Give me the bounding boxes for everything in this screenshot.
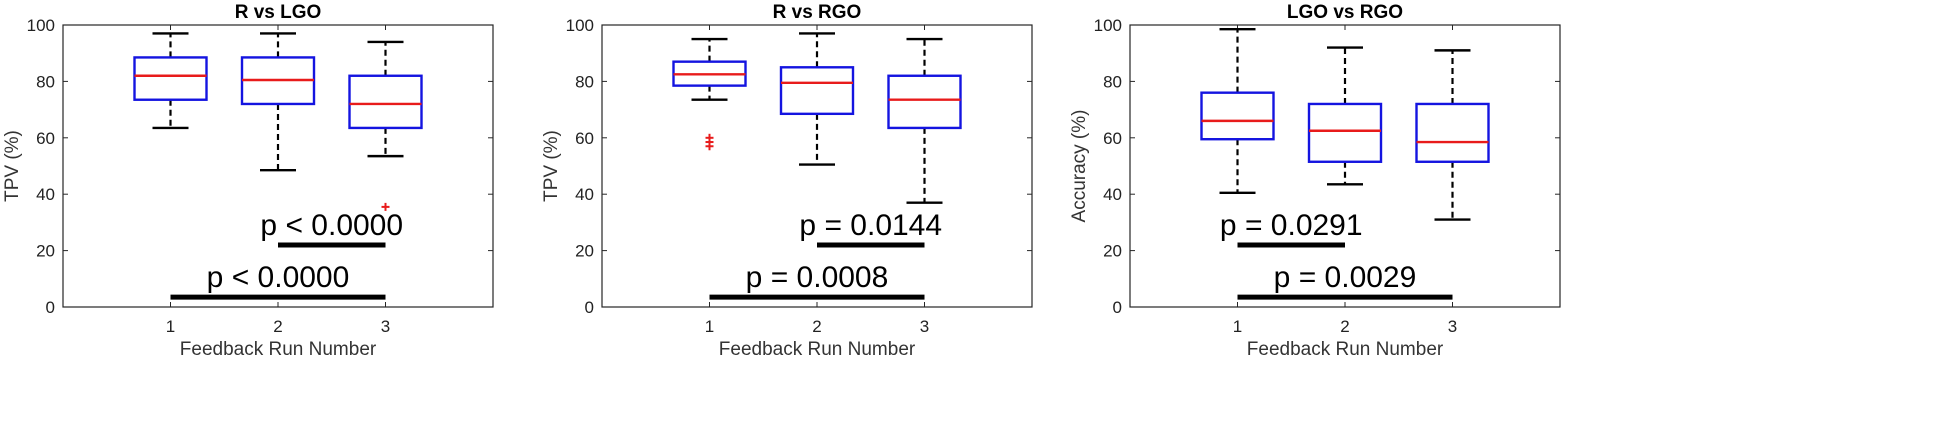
box-3: [1415, 49, 1490, 221]
chart-title: LGO vs RGO: [1287, 2, 1403, 23]
box-2: [1307, 46, 1383, 186]
chart-panel-3: 0 20 40 60 80 100 1 2 3 p = 0.0291 p = 0.0029 LGO v…: [1069, 2, 1561, 360]
y-tick-label: 60: [575, 129, 594, 148]
p-value-label: p = 0.0291: [1220, 209, 1363, 242]
chart-panel-1: 0 20 40 60 80 100 1 2 3 p < 0.0000 p < 0.0000 R vs …: [2, 2, 494, 360]
x-tick-label: 2: [273, 317, 282, 336]
p-value-label: p < 0.0000: [207, 261, 350, 294]
x-axis-label: Feedback Run Number: [1247, 339, 1444, 360]
y-tick-label: 0: [46, 298, 55, 317]
p-value-label: p = 0.0008: [746, 261, 889, 294]
p-value-label: p < 0.0000: [260, 209, 403, 242]
x-tick-label: 1: [1233, 317, 1242, 336]
box-iqr: [133, 56, 208, 101]
y-axis-label: TPV (%): [541, 130, 562, 202]
y-tick-label: 100: [27, 16, 55, 35]
x-tick-label: 2: [1340, 317, 1349, 336]
outlier-point: [381, 202, 390, 211]
chart-title: R vs LGO: [235, 2, 322, 23]
x-tick-label: 3: [1448, 317, 1457, 336]
box-1: [133, 32, 208, 130]
y-tick-label: 0: [585, 298, 594, 317]
x-tick-label: 3: [381, 317, 390, 336]
box-iqr: [1200, 91, 1275, 141]
y-tick-label: 20: [36, 242, 55, 261]
y-axis-label: Accuracy (%): [1069, 110, 1090, 223]
y-axis-label: TPV (%): [2, 130, 23, 202]
y-tick-label: 20: [1103, 242, 1122, 261]
box-iqr: [887, 74, 962, 130]
y-tick-label: 100: [1094, 16, 1122, 35]
box-2: [240, 32, 316, 172]
chart-panel-2: 0 20 40 60 80 100 1 2 3 p = 0.0144 p = 0.0008 R vs …: [541, 2, 1033, 360]
y-tick-label: 40: [1103, 185, 1122, 204]
chart-title: R vs RGO: [773, 2, 862, 23]
y-tick-label: 80: [36, 72, 55, 91]
y-tick-label: 20: [575, 242, 594, 261]
box-1: [1200, 28, 1275, 194]
box-iqr: [348, 74, 423, 130]
y-tick-label: 100: [566, 16, 594, 35]
x-tick-label: 3: [920, 317, 929, 336]
x-axis-label: Feedback Run Number: [719, 339, 916, 360]
box-3: [348, 40, 423, 211]
y-tick-label: 0: [1113, 298, 1122, 317]
y-tick-label: 80: [575, 72, 594, 91]
box-3: [887, 37, 962, 204]
box-iqr: [779, 66, 855, 116]
outlier-point: [705, 133, 714, 142]
y-tick-label: 40: [575, 185, 594, 204]
x-axis-label: Feedback Run Number: [180, 339, 377, 360]
x-tick-label: 2: [812, 317, 821, 336]
p-value-label: p = 0.0144: [799, 209, 942, 242]
p-value-label: p = 0.0029: [1274, 261, 1417, 294]
y-tick-label: 40: [36, 185, 55, 204]
box-iqr: [1415, 102, 1490, 163]
y-tick-label: 60: [36, 129, 55, 148]
box-iqr: [1307, 102, 1383, 163]
box-2: [779, 32, 855, 166]
y-tick-label: 80: [1103, 72, 1122, 91]
box-1: [672, 37, 747, 151]
y-tick-label: 60: [1103, 129, 1122, 148]
x-tick-label: 1: [705, 317, 714, 336]
x-tick-label: 1: [166, 317, 175, 336]
